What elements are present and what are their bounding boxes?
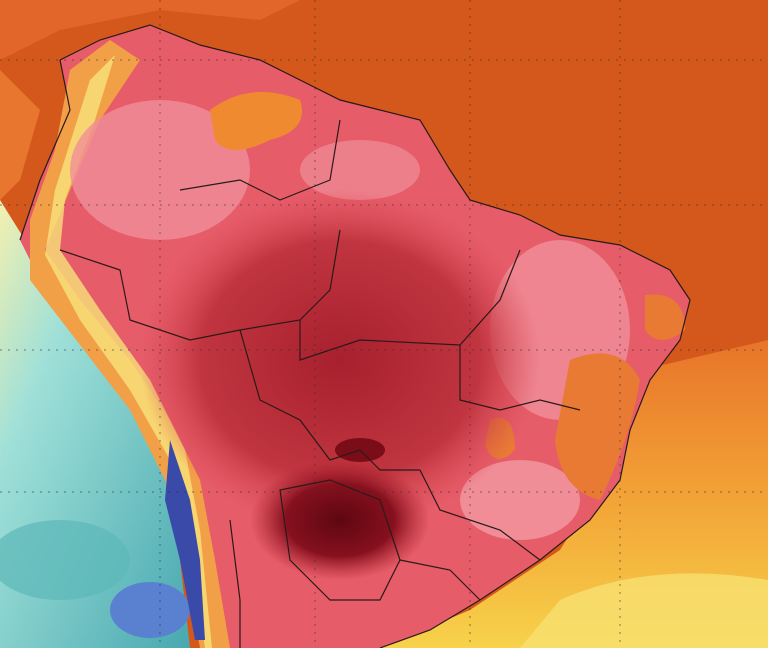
- coastline: [19, 59, 71, 241]
- border: [239, 329, 420, 471]
- cool-patch: [110, 582, 190, 638]
- caribbean: [0, 0, 300, 60]
- border: [229, 519, 241, 648]
- heat-core: [140, 190, 540, 530]
- pacific-north: [0, 70, 40, 200]
- coastline: [59, 24, 691, 648]
- border: [279, 479, 401, 601]
- border: [179, 119, 341, 201]
- orange-patch: [210, 92, 302, 150]
- warm-region: [460, 460, 580, 540]
- andes-ridge: [45, 55, 212, 648]
- warm-region: [300, 140, 420, 200]
- south-atlantic: [380, 340, 768, 648]
- orange-patch: [555, 353, 640, 500]
- warm-band: [520, 573, 768, 648]
- heat-max: [250, 460, 430, 580]
- orange-patch: [645, 294, 685, 340]
- borders: [19, 24, 691, 648]
- border: [399, 559, 481, 601]
- cool-patch: [0, 520, 130, 600]
- border: [59, 229, 341, 341]
- border: [459, 345, 581, 411]
- andes-cold: [165, 440, 205, 640]
- border: [299, 249, 521, 361]
